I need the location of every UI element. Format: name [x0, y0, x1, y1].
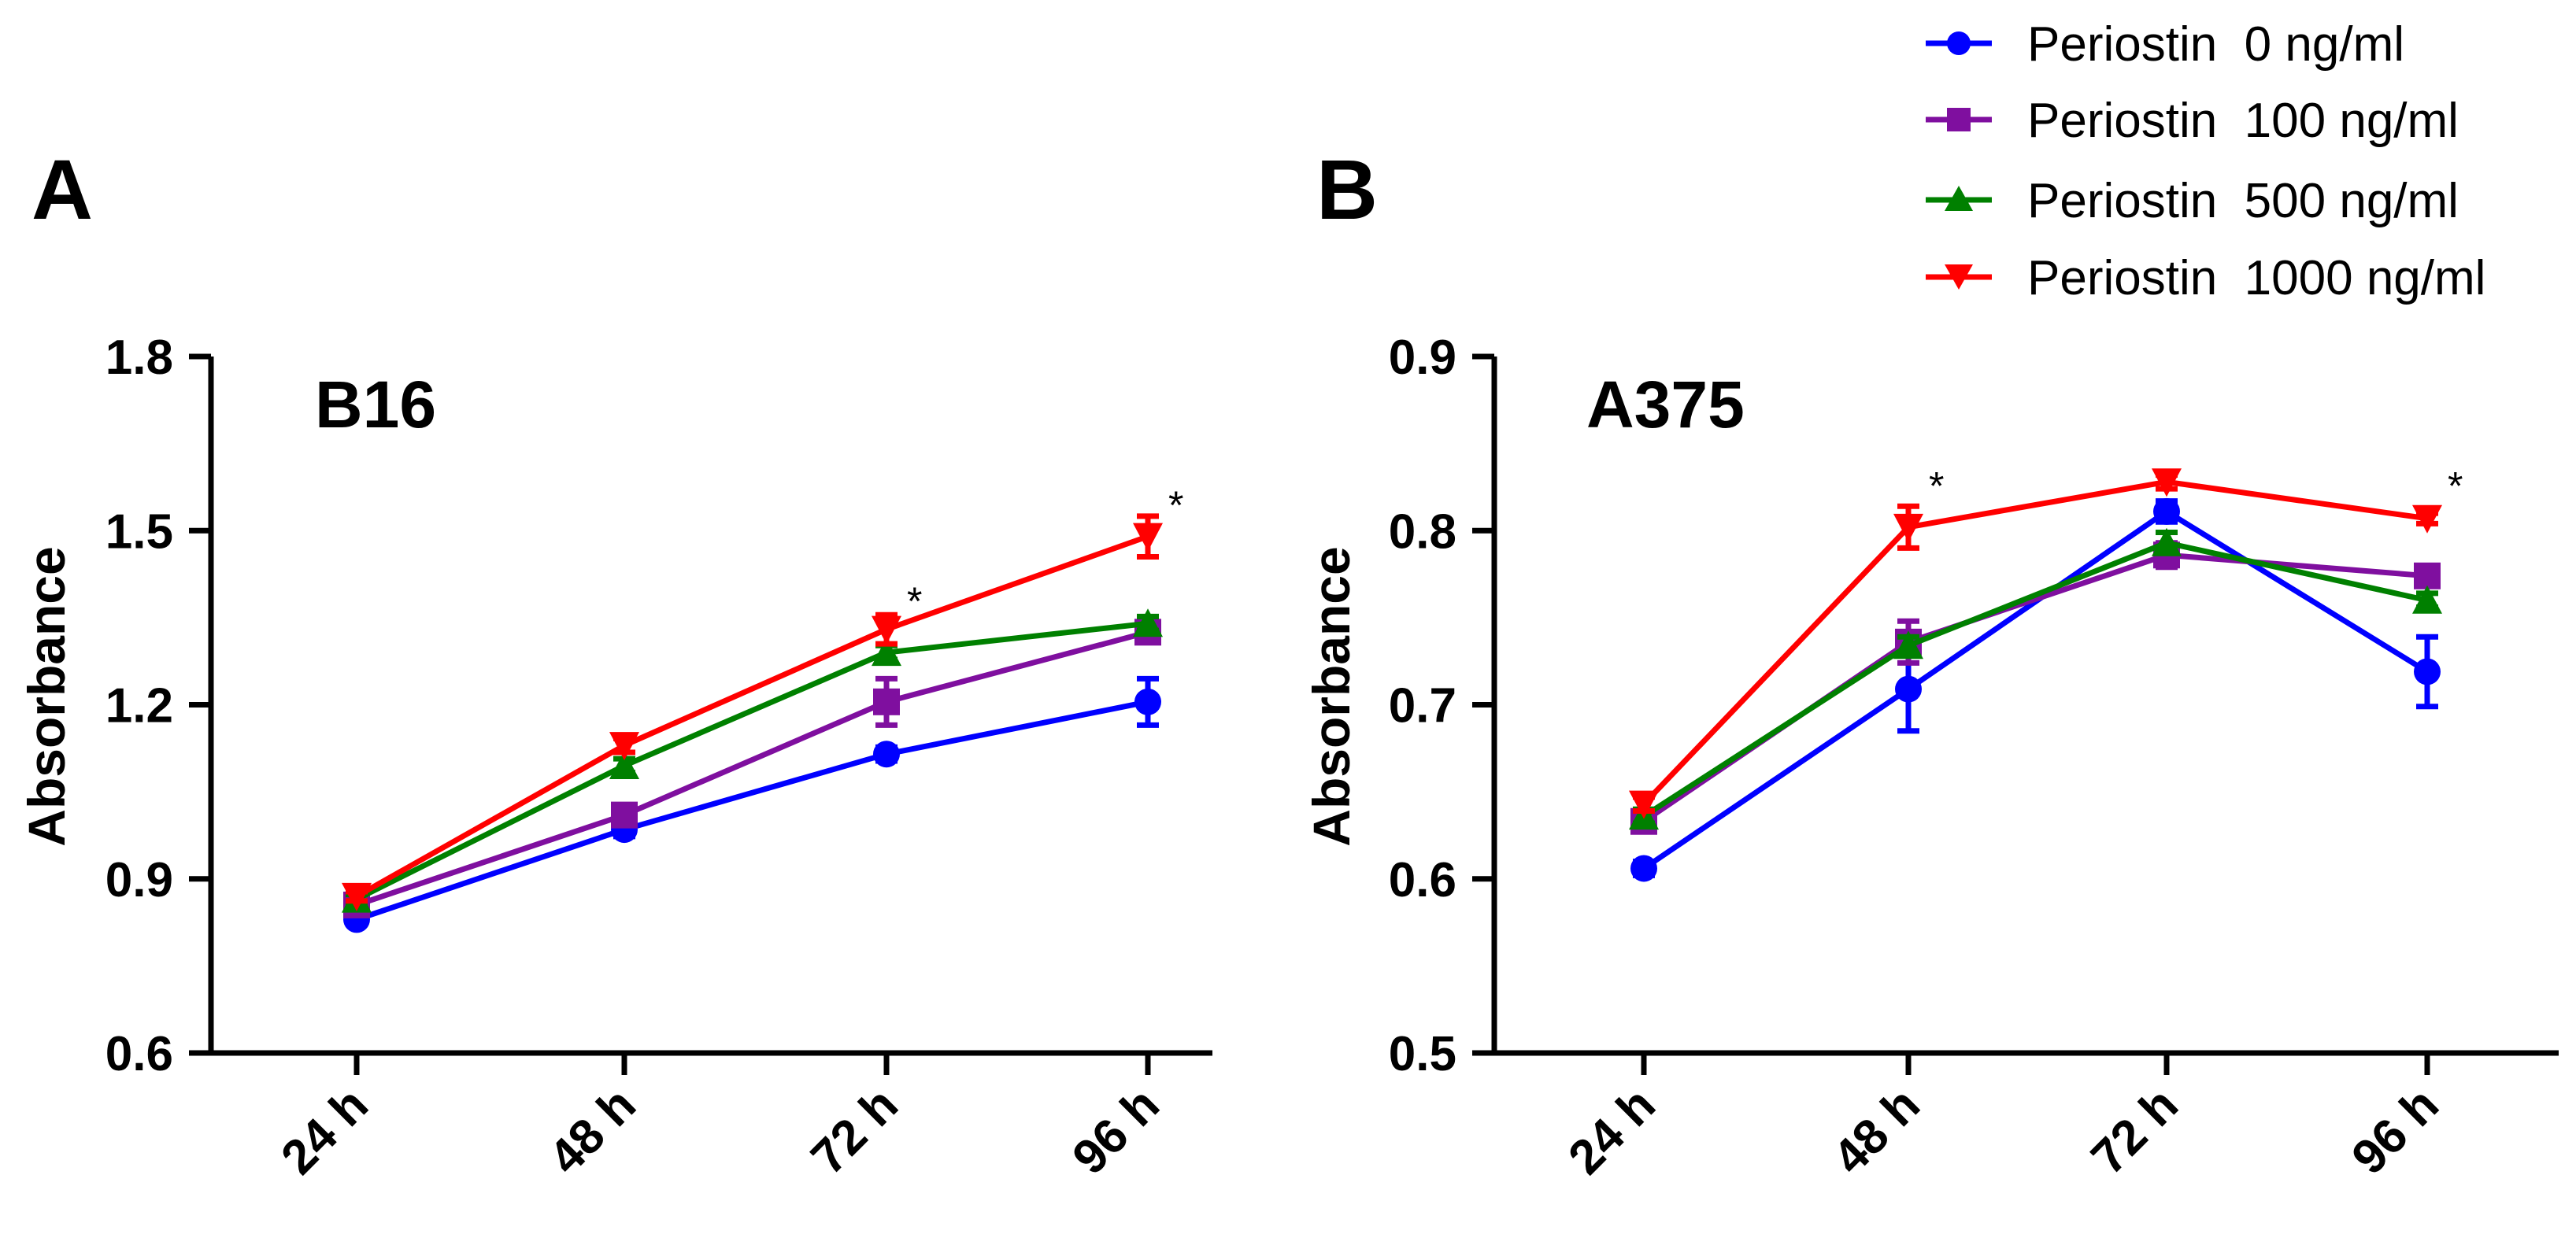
panel-b-x-tick-label: 96 h	[2341, 1077, 2449, 1185]
panel-a-y-tick-label: 1.8	[105, 331, 173, 385]
panel-a-x-tick-label: 24 h	[271, 1077, 379, 1185]
panel-b-y-tick-label: 0.8	[1389, 504, 1456, 559]
panel-b-data-point-1000ng	[1893, 513, 1923, 542]
panel-a-data-point-100ng	[611, 801, 638, 829]
panel-b-series-line-1000ng	[1641, 478, 2428, 807]
panel-a-data-point-500ng	[1133, 608, 1163, 637]
panel-a-data-point-1000ng	[342, 882, 372, 911]
panel-a-y-tick-label: 1.2	[105, 679, 173, 733]
panel-a-series-line-1000ng	[355, 534, 1149, 899]
legend-entry-100ng: Periostin 100 ng/ml	[1926, 94, 2459, 148]
panel-b-chart: A375 Absorbance 0.5 0.6 0.7 0.8 0.9 24 h 48 h 7…	[1302, 331, 2559, 1185]
panel-b-data-point-500ng	[1893, 630, 1923, 659]
panel-a-y-tick-label: 0.6	[105, 1027, 173, 1081]
panel-b-data-point-1000ng	[1629, 790, 1659, 819]
panel-b-x-tick-label: 24 h	[1558, 1077, 1666, 1185]
panel-b-data-point-1000ng	[2412, 504, 2442, 534]
panel-a-title: B16	[315, 368, 436, 442]
panel-a-data-point-1000ng	[1133, 523, 1163, 552]
panel-b-title: A375	[1586, 368, 1745, 442]
panel-a-series-line-100ng	[355, 629, 1149, 908]
panel-a-y-tick-label: 1.5	[105, 504, 173, 559]
panel-a-series-line-500ng	[355, 620, 1149, 902]
panel-a-chart: B16 Absorbance 0.6 0.9 1.2 1.5 1.8 24 h 48 h 72…	[17, 331, 1212, 1185]
panel-b-ylabel: Absorbance	[1302, 546, 1360, 846]
panel-b-data-point-0ng	[1895, 675, 1922, 703]
panel-letter-b: B	[1316, 142, 1378, 237]
panel-a-ylabel: Absorbance	[17, 546, 76, 846]
legend-entry-500ng: Periostin 500 ng/ml	[1926, 174, 2459, 228]
panel-b-significance-mark: *	[1929, 464, 1944, 508]
panel-b-data-point-100ng	[2414, 562, 2441, 589]
panel-b-data-point-0ng	[1630, 855, 1657, 882]
panel-b-data-point-0ng	[2153, 497, 2180, 525]
panel-a-x-tick-label: 72 h	[801, 1077, 909, 1185]
legend: Periostin 0 ng/ml Periostin 100 ng/ml Pe…	[1926, 17, 2485, 305]
panel-a-data-point-500ng	[872, 637, 901, 667]
legend-triangle-up-marker-icon	[1945, 186, 1973, 211]
panel-b-x-tick-label: 72 h	[2081, 1077, 2189, 1185]
panel-b-y-tick-label: 0.7	[1389, 679, 1456, 733]
panel-a-series-line-0ng	[355, 699, 1149, 922]
legend-entry-0ng: Periostin 0 ng/ml	[1926, 17, 2404, 72]
panel-b-y-tick-label: 0.6	[1389, 853, 1456, 907]
panel-letter-a: A	[31, 142, 93, 237]
panel-a-data-point-0ng	[873, 741, 900, 768]
panel-b-series-line-500ng	[1642, 540, 2428, 819]
legend-square-marker-icon	[1947, 108, 1971, 131]
legend-label-100ng: Periostin 100 ng/ml	[2027, 94, 2459, 148]
legend-circle-marker-icon	[1947, 31, 1971, 55]
panel-a-significance-mark: *	[1168, 483, 1183, 527]
legend-label-1000ng: Periostin 1000 ng/ml	[2027, 251, 2485, 305]
panel-b-data-point-500ng	[2412, 585, 2442, 614]
panel-a-data-point-1000ng	[872, 615, 901, 645]
panel-a-x-tick-label: 96 h	[1062, 1077, 1170, 1185]
legend-entry-1000ng: Periostin 1000 ng/ml	[1926, 251, 2485, 305]
panel-b-x-tick-label: 48 h	[1823, 1077, 1930, 1185]
panel-b-y-tick-label: 0.5	[1389, 1027, 1456, 1081]
legend-label-500ng: Periostin 500 ng/ml	[2027, 174, 2459, 228]
panel-b-data-point-500ng	[2152, 527, 2182, 556]
panel-a-data-point-500ng	[609, 750, 639, 779]
panel-a-y-tick-label: 0.9	[105, 853, 173, 907]
panel-b-y-tick-label: 0.9	[1389, 331, 1456, 385]
panel-a-data-point-100ng	[873, 688, 900, 715]
panel-a-significance-mark: *	[907, 579, 922, 623]
panel-a-x-tick-label: 48 h	[539, 1077, 646, 1185]
legend-label-0ng: Periostin 0 ng/ml	[2027, 17, 2404, 72]
panel-a-data-point-1000ng	[609, 732, 639, 761]
panel-a-data-point-0ng	[1134, 688, 1161, 715]
panel-b-data-point-1000ng	[2152, 468, 2182, 497]
panel-b-data-point-0ng	[2414, 658, 2441, 685]
panel-b-significance-mark: *	[2448, 464, 2463, 508]
legend-triangle-down-marker-icon	[1945, 264, 1973, 290]
